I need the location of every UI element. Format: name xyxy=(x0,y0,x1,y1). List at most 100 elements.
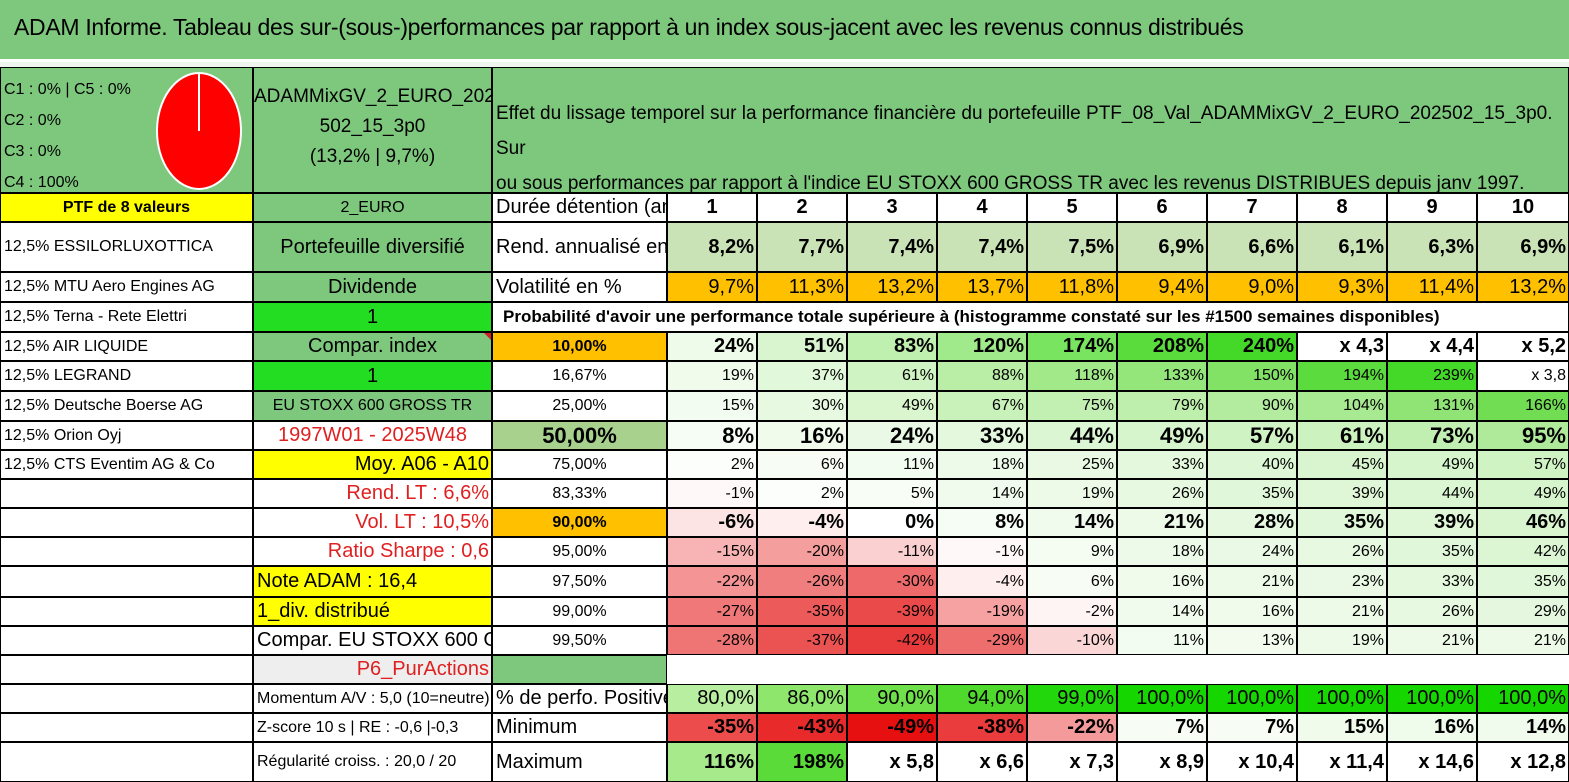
probability-value: -27% xyxy=(667,597,757,626)
pie-legend: C1 : 0% | C5 : 0% C2 : 0% C3 : 0% C4 : 1… xyxy=(4,74,131,198)
year-header: 4 xyxy=(937,193,1027,222)
probability-value: 2% xyxy=(757,479,847,508)
probability-value: 19% xyxy=(1027,479,1117,508)
probability-value: 14% xyxy=(1027,508,1117,537)
probability-value: -30% xyxy=(847,566,937,597)
maximum-value: x 6,6 xyxy=(937,742,1027,782)
empty-cell xyxy=(0,508,253,537)
probability-value: 90% xyxy=(1207,391,1297,421)
rend-value: 6,9% xyxy=(1477,222,1569,272)
duration-label: Durée détention (an) xyxy=(492,193,667,222)
moy-cell: Moy. A06 - A10 xyxy=(253,450,492,479)
probability-value: 61% xyxy=(1297,421,1387,450)
probability-value: 11% xyxy=(1117,626,1207,655)
empty-cell xyxy=(0,626,253,655)
positives-value: 80,0% xyxy=(667,684,757,713)
probability-value: 21% xyxy=(1387,626,1477,655)
probability-value: 44% xyxy=(1027,421,1117,450)
dividend-value-cell: 1 xyxy=(253,302,492,332)
maximum-value: x 11,4 xyxy=(1297,742,1387,782)
probability-value: 8% xyxy=(937,508,1027,537)
probability-value: 13% xyxy=(1207,626,1297,655)
probability-value: 35% xyxy=(1387,537,1477,566)
pie-label: C1 : 0% | C5 : 0% xyxy=(4,81,131,98)
probability-value: -19% xyxy=(937,597,1027,626)
empty-cell xyxy=(0,597,253,626)
positives-value: 90,0% xyxy=(847,684,937,713)
probability-value: 133% xyxy=(1117,361,1207,391)
probability-value: 16% xyxy=(1117,566,1207,597)
positives-value: 100,0% xyxy=(1387,684,1477,713)
minimum-value: -49% xyxy=(847,713,937,742)
probability-value: 37% xyxy=(757,361,847,391)
holding-item: 12,5% Deutsche Boerse AG xyxy=(0,391,253,421)
probability-value: -20% xyxy=(757,537,847,566)
empty-cell xyxy=(0,655,253,684)
probability-value: -4% xyxy=(757,508,847,537)
probability-value: 33% xyxy=(1387,566,1477,597)
probability-value: 49% xyxy=(1387,450,1477,479)
probability-value: x 4,3 xyxy=(1297,332,1387,361)
year-header: 3 xyxy=(847,193,937,222)
probability-value: x 4,4 xyxy=(1387,332,1477,361)
portfolio-name-line: ADAMMixGV_2_EURO_202 xyxy=(254,86,495,107)
positives-value: 100,0% xyxy=(1297,684,1387,713)
positives-value: 100,0% xyxy=(1117,684,1207,713)
probability-value: 49% xyxy=(1477,479,1569,508)
year-header: 10 xyxy=(1477,193,1569,222)
pie-label: C2 : 0% xyxy=(4,112,61,129)
probability-value: 29% xyxy=(1477,597,1569,626)
probability-value: 83% xyxy=(847,332,937,361)
probability-level: 16,67% xyxy=(492,361,667,391)
blank-area xyxy=(667,655,1569,684)
probability-value: 28% xyxy=(1207,508,1297,537)
probability-level: 10,00% xyxy=(492,332,667,361)
probability-value: 2% xyxy=(667,450,757,479)
positives-value: 99,0% xyxy=(1027,684,1117,713)
probability-value: 11% xyxy=(847,450,937,479)
pie-label: C4 : 100% xyxy=(4,174,79,191)
minimum-value: -43% xyxy=(757,713,847,742)
probability-level: 90,00% xyxy=(492,508,667,537)
probability-value: -29% xyxy=(937,626,1027,655)
probability-value: 79% xyxy=(1117,391,1207,421)
probability-value: 208% xyxy=(1117,332,1207,361)
probability-value: -37% xyxy=(757,626,847,655)
probability-value: 95% xyxy=(1477,421,1569,450)
probability-value: -28% xyxy=(667,626,757,655)
probability-value: -39% xyxy=(847,597,937,626)
probability-value: 5% xyxy=(847,479,937,508)
empty-cell xyxy=(0,479,253,508)
title-spacer xyxy=(0,62,1569,67)
minimum-label: Minimum xyxy=(492,713,667,742)
dividend-label-cell: Dividende xyxy=(253,272,492,302)
probability-level: 25,00% xyxy=(492,391,667,421)
maximum-value: x 5,8 xyxy=(847,742,937,782)
probability-level: 99,50% xyxy=(492,626,667,655)
rend-value: 6,3% xyxy=(1387,222,1477,272)
probability-value: 57% xyxy=(1207,421,1297,450)
probability-value: -1% xyxy=(937,537,1027,566)
empty-cell xyxy=(0,684,253,713)
probability-value: 49% xyxy=(1117,421,1207,450)
maximum-value: x 10,4 xyxy=(1207,742,1297,782)
compar-full-cell: Compar. EU STOXX 600 GROSS TI xyxy=(253,626,492,655)
momentum-cell: Momentum A/V : 5,0 (10=neutre) xyxy=(253,684,492,713)
holdings-header: PTF de 8 valeurs xyxy=(0,193,253,222)
empty-cell xyxy=(0,713,253,742)
holding-item: 12,5% Terna - Rete Elettri xyxy=(0,302,253,332)
probability-value: 0% xyxy=(847,508,937,537)
rend-value: 8,2% xyxy=(667,222,757,272)
pie-label: C3 : 0% xyxy=(4,143,61,160)
vol-lt-cell: Vol. LT : 10,5% xyxy=(253,508,492,537)
probability-value: 120% xyxy=(937,332,1027,361)
probability-value: 67% xyxy=(937,391,1027,421)
rend-lt-cell: Rend. LT : 6,6% xyxy=(253,479,492,508)
report-title-bar: ADAM Informe. Tableau des sur-(sous-)per… xyxy=(0,0,1569,62)
compar-label-cell: Compar. index xyxy=(253,332,492,361)
probability-value: 35% xyxy=(1207,479,1297,508)
zscore-cell: Z-score 10 s | RE : -0,6 |-0,3 xyxy=(253,713,492,742)
probability-value: 15% xyxy=(667,391,757,421)
probability-value: 166% xyxy=(1477,391,1569,421)
probability-value: 23% xyxy=(1297,566,1387,597)
